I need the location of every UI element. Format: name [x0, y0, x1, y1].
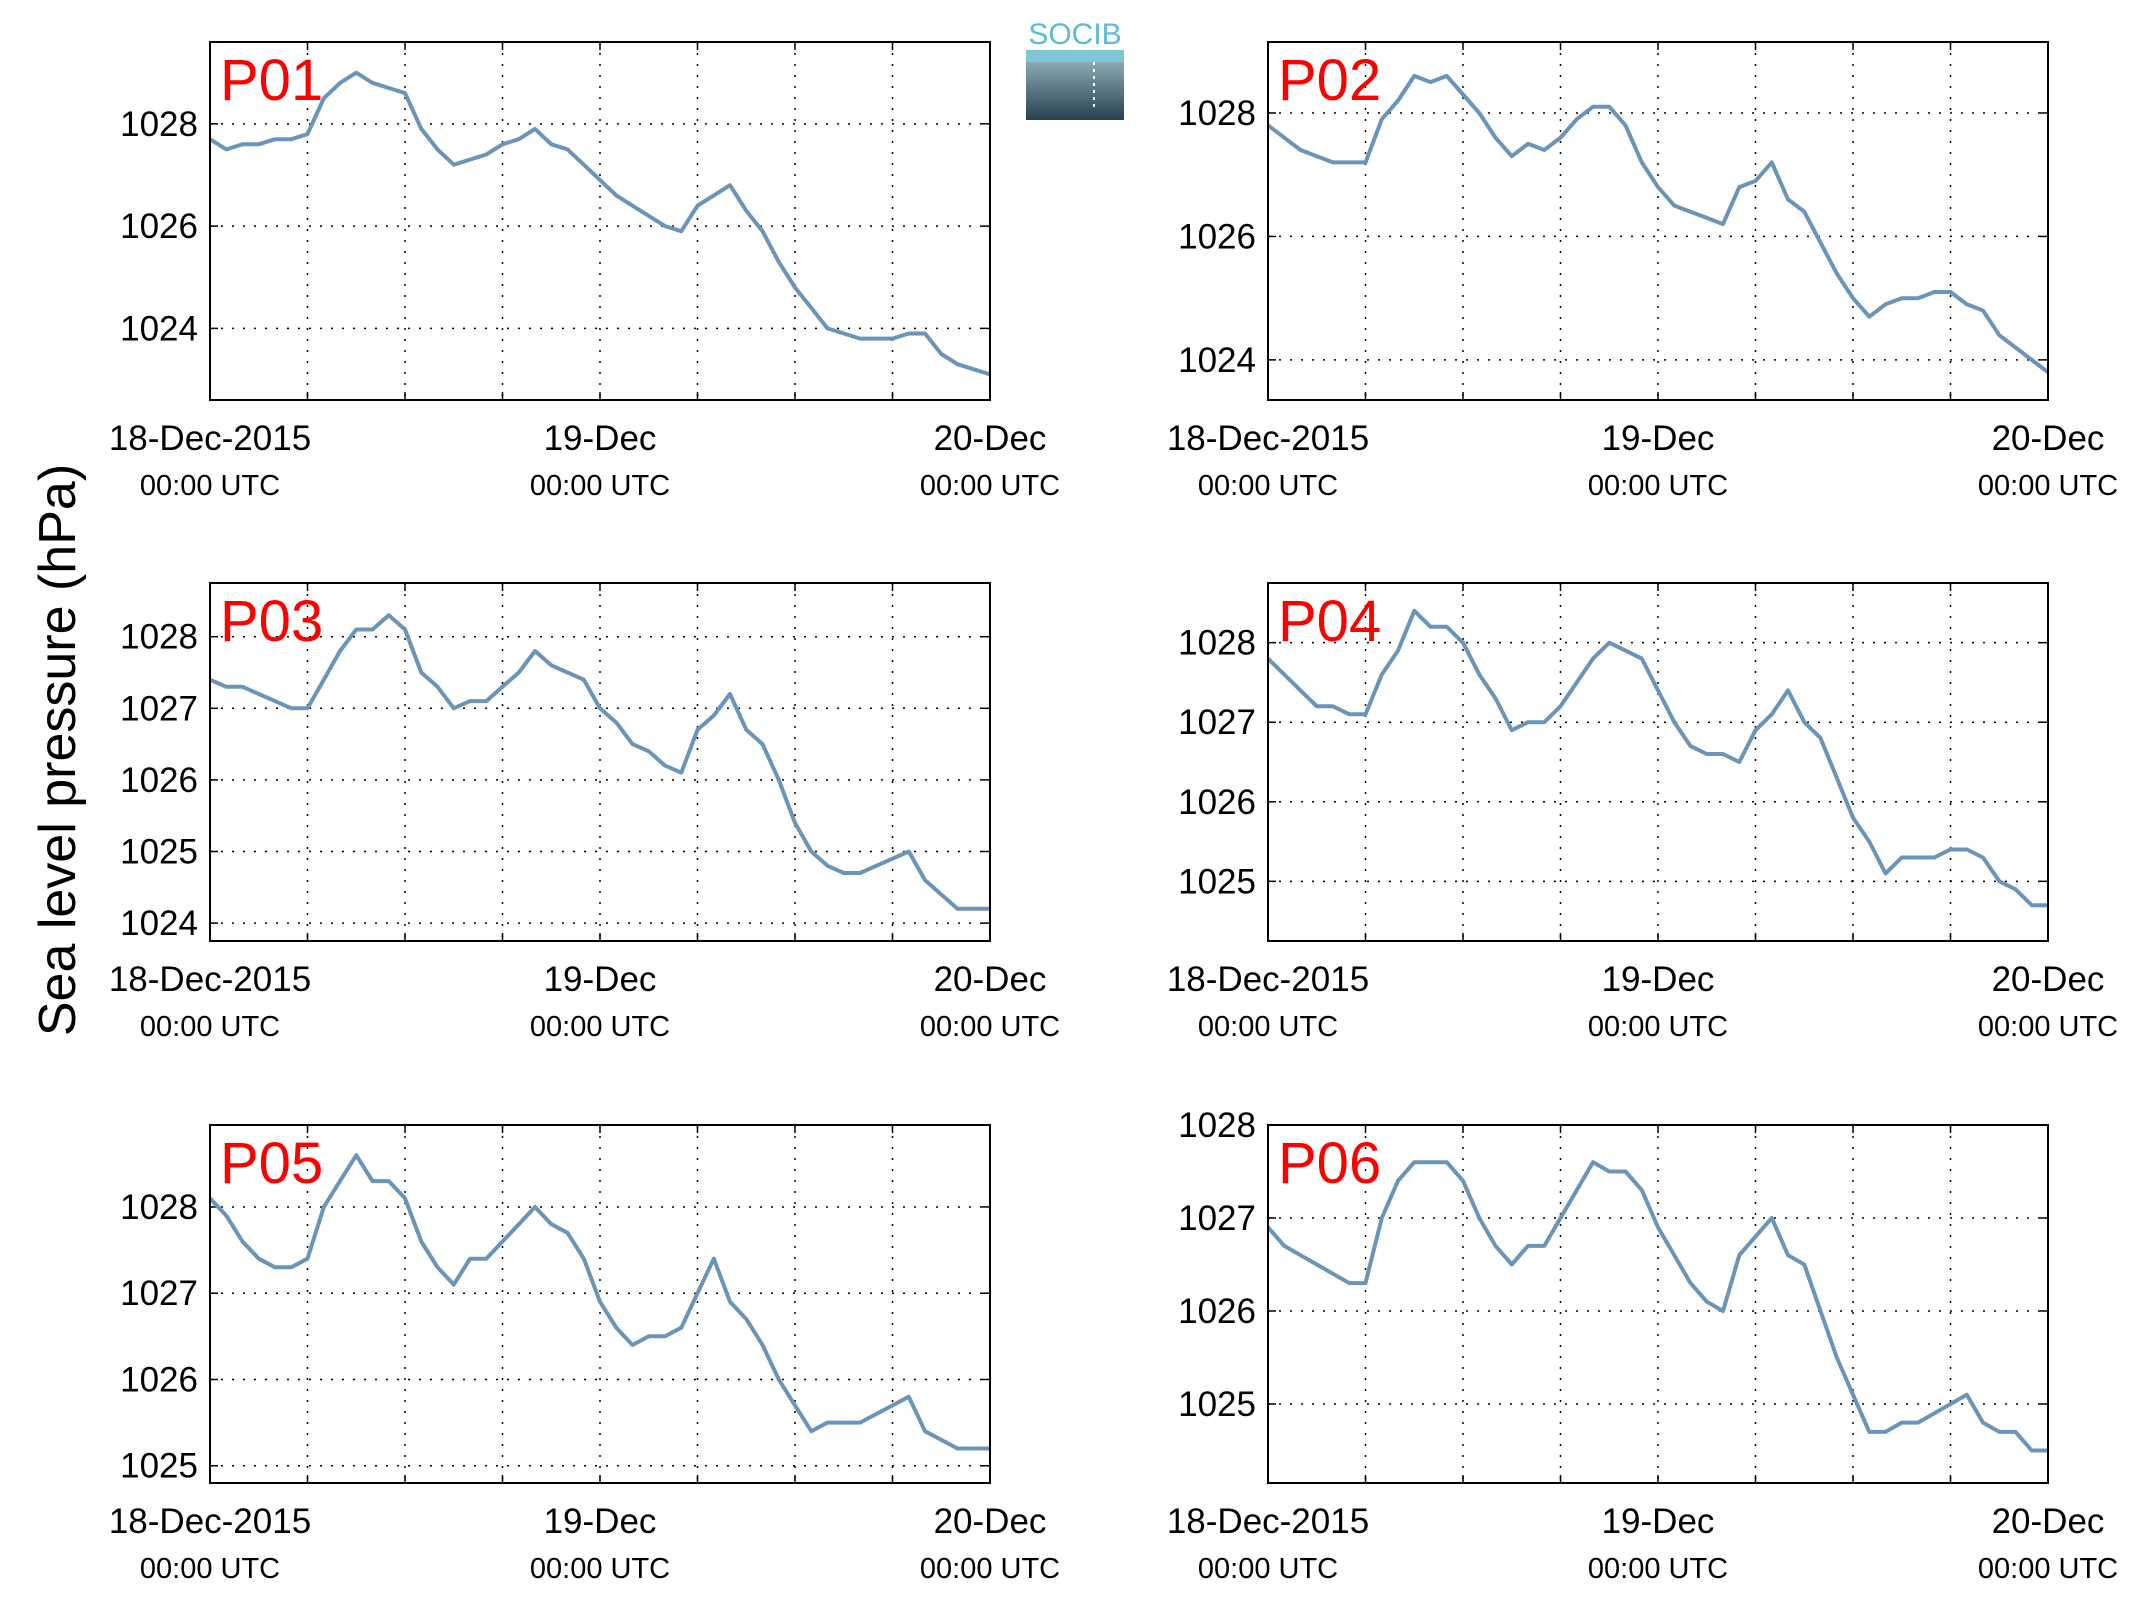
pressure-line-p01 [208, 70, 991, 377]
y-tick-label: 1027 [120, 1274, 198, 1313]
y-tick-label: 1024 [120, 904, 198, 943]
x-tick-label: 18-Dec-2015 [109, 960, 311, 999]
x-tick-sublabel: 00:00 UTC [1978, 1011, 2118, 1043]
x-tick-label: 19-Dec [544, 419, 657, 458]
x-tick-label: 18-Dec-2015 [1167, 419, 1369, 458]
x-tick-label: 20-Dec [934, 960, 1047, 999]
x-tick-sublabel: 00:00 UTC [140, 1553, 280, 1585]
x-tick-sublabel: 00:00 UTC [1198, 470, 1338, 502]
x-tick-label: 20-Dec [1992, 419, 2105, 458]
station-label-p02: P02 [1278, 48, 1381, 113]
x-tick-sublabel: 00:00 UTC [140, 470, 280, 502]
station-label-p06: P06 [1278, 1131, 1381, 1196]
pressure-line-p05 [208, 1153, 990, 1451]
y-tick-label: 1025 [1178, 1385, 1256, 1424]
x-tick-label: 19-Dec [544, 960, 657, 999]
socib-logo-text: SOCIB [1028, 18, 1121, 51]
panel-p01: 1024 1026 1028 P01 18-Dec-2015 00:00 UTC 19-De… [109, 41, 1060, 502]
x-tick-label: 18-Dec-2015 [1167, 1502, 1369, 1541]
x-tick-label: 19-Dec [1602, 1502, 1715, 1541]
y-tick-label: 1026 [120, 1360, 198, 1399]
x-tick-label: 18-Dec-2015 [1167, 960, 1369, 999]
x-tick-sublabel: 00:00 UTC [1978, 1553, 2118, 1585]
axes-frame [209, 582, 991, 942]
x-tick-sublabel: 00:00 UTC [920, 1011, 1060, 1043]
x-tick-sublabel: 00:00 UTC [530, 470, 670, 502]
y-tick-label: 1027 [120, 689, 198, 728]
x-tick-sublabel: 00:00 UTC [920, 470, 1060, 502]
y-tick-label: 1028 [1178, 94, 1256, 133]
panel-p05: 1025 1026 1027 1028 P05 18-Dec-2015 00:00 UTC 1… [109, 1124, 1060, 1585]
y-tick-label: 1026 [120, 207, 198, 246]
y-tick-label: 1026 [1178, 1292, 1256, 1331]
x-tick-label: 19-Dec [544, 1502, 657, 1541]
x-tick-sublabel: 00:00 UTC [530, 1011, 670, 1043]
x-tick-label: 19-Dec [1602, 419, 1715, 458]
panel-p02: 1024 1026 1028 P02 18-Dec-2015 00:00 UTC 19-De… [1167, 41, 2118, 502]
x-tick-sublabel: 00:00 UTC [1588, 470, 1728, 502]
y-tick-label: 1025 [120, 833, 198, 872]
station-label-p03: P03 [220, 589, 323, 654]
y-tick-label: 1028 [1178, 624, 1256, 663]
axes-frame [1267, 1124, 2049, 1484]
y-tick-label: 1028 [1178, 1106, 1256, 1145]
x-tick-sublabel: 00:00 UTC [1198, 1011, 1338, 1043]
panel-p03: 1024 1025 1026 1027 1028 P03 18-Dec-2015 00:00 … [109, 582, 1060, 1043]
station-label-p04: P04 [1278, 589, 1381, 654]
x-tick-sublabel: 00:00 UTC [140, 1011, 280, 1043]
axes-frame [209, 1124, 991, 1484]
y-tick-label: 1025 [120, 1447, 198, 1486]
y-tick-label: 1027 [1178, 703, 1256, 742]
station-label-p01: P01 [220, 48, 323, 113]
panel-p04: 1025 1026 1027 1028 P04 18-Dec-2015 00:00 UTC 1… [1167, 582, 2118, 1043]
x-tick-sublabel: 00:00 UTC [920, 1553, 1060, 1585]
axes-frame [1267, 41, 2049, 401]
y-tick-label: 1027 [1178, 1199, 1256, 1238]
y-tick-label: 1026 [1178, 217, 1256, 256]
panel-p06: 1025 1026 1027 1028 P06 18-Dec-2015 00:00 UTC 1… [1167, 1106, 2118, 1585]
x-tick-label: 20-Dec [1992, 960, 2105, 999]
y-tick-label: 1024 [120, 309, 198, 348]
pressure-line-p02 [1266, 73, 2050, 374]
x-tick-sublabel: 00:00 UTC [1978, 470, 2118, 502]
y-tick-label: 1028 [120, 618, 198, 657]
y-tick-label: 1026 [1178, 783, 1256, 822]
y-tick-label: 1025 [1178, 862, 1256, 901]
pressure-line-p04 [1266, 608, 2048, 908]
x-tick-sublabel: 00:00 UTC [1198, 1553, 1338, 1585]
x-tick-label: 20-Dec [934, 419, 1047, 458]
x-tick-label: 18-Dec-2015 [109, 419, 311, 458]
station-label-p05: P05 [220, 1131, 323, 1196]
x-tick-sublabel: 00:00 UTC [1588, 1011, 1728, 1043]
socib-logo: SOCIB [1026, 18, 1124, 120]
x-tick-sublabel: 00:00 UTC [530, 1553, 670, 1585]
x-tick-label: 18-Dec-2015 [109, 1502, 311, 1541]
y-tick-label: 1028 [120, 1188, 198, 1227]
x-tick-label: 20-Dec [934, 1502, 1047, 1541]
axes-frame [1267, 582, 2049, 942]
y-axis-label: Sea level pressure (hPa) [29, 464, 87, 1036]
panels: 1024 1026 1028 P01 18-Dec-2015 00:00 UTC 19-De… [109, 41, 2118, 1585]
x-tick-sublabel: 00:00 UTC [1588, 1553, 1728, 1585]
y-tick-label: 1028 [120, 105, 198, 144]
x-tick-label: 19-Dec [1602, 960, 1715, 999]
y-tick-label: 1026 [120, 761, 198, 800]
y-tick-label: 1024 [1178, 341, 1256, 380]
pressure-line-p03 [209, 613, 990, 911]
pressure-line-p06 [1266, 1160, 2048, 1453]
x-tick-label: 20-Dec [1992, 1502, 2105, 1541]
axes-frame [209, 41, 991, 401]
